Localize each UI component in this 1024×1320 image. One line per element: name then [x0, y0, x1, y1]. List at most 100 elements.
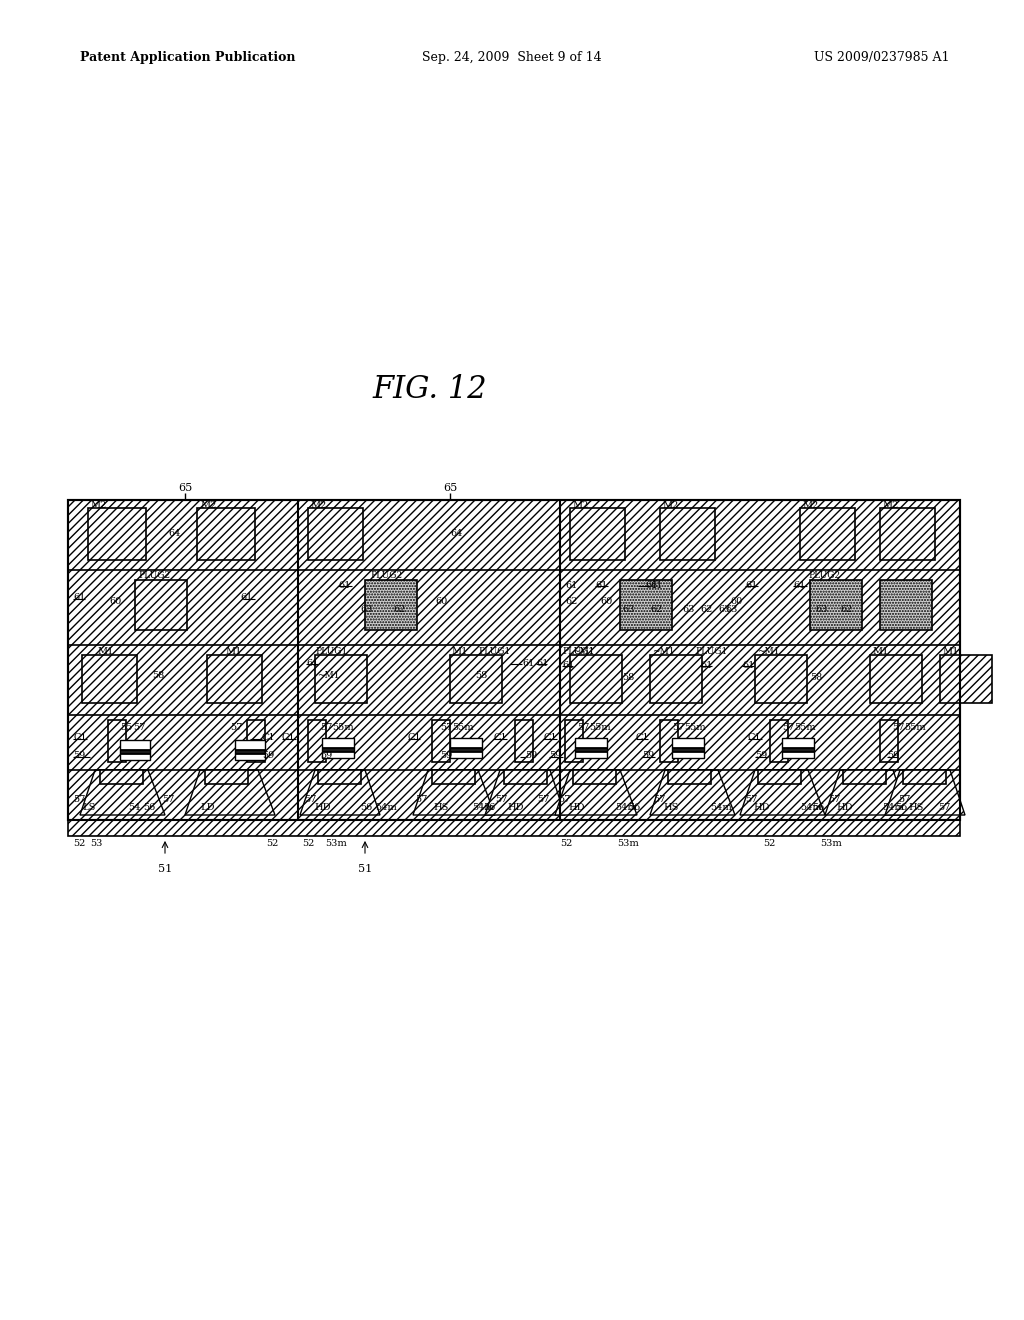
Text: 57: 57 — [133, 723, 145, 733]
Text: 60: 60 — [600, 598, 612, 606]
Bar — [650, 655, 702, 704]
Bar — [234, 741, 265, 760]
Text: M2: M2 — [572, 502, 589, 511]
Text: 52: 52 — [763, 840, 775, 847]
Text: 61: 61 — [338, 581, 350, 590]
Text: 65: 65 — [178, 483, 193, 492]
Text: 61: 61 — [745, 581, 758, 590]
Bar — [68, 820, 961, 836]
Text: 58: 58 — [475, 671, 487, 680]
Text: 53m: 53m — [325, 840, 347, 847]
Text: C1: C1 — [493, 734, 507, 742]
Bar — [318, 770, 361, 784]
Text: HD: HD — [314, 804, 331, 813]
Polygon shape — [300, 770, 380, 814]
Bar — [207, 655, 262, 704]
Text: 63: 63 — [622, 606, 635, 615]
Text: 60: 60 — [435, 598, 447, 606]
Text: C1: C1 — [748, 734, 762, 742]
Text: 57: 57 — [415, 796, 427, 804]
Text: 57: 57 — [892, 723, 904, 733]
Text: 59: 59 — [73, 751, 85, 760]
Text: 57: 57 — [319, 723, 333, 733]
Bar — [668, 770, 711, 784]
Bar — [315, 655, 367, 704]
Text: 54m: 54m — [710, 804, 732, 813]
Text: 54m: 54m — [882, 804, 904, 813]
Text: HD: HD — [568, 804, 585, 813]
Text: 54: 54 — [128, 804, 140, 813]
Bar — [573, 770, 616, 784]
Bar — [308, 719, 326, 762]
Text: 52: 52 — [302, 840, 314, 847]
Bar — [205, 770, 248, 784]
Bar — [100, 770, 143, 784]
Text: 55m: 55m — [332, 723, 353, 733]
Text: 61: 61 — [650, 581, 663, 590]
Text: 54m: 54m — [472, 804, 494, 813]
Bar — [197, 508, 255, 560]
Text: 61: 61 — [306, 659, 318, 668]
Text: 64: 64 — [450, 528, 463, 537]
Bar — [770, 719, 788, 762]
Text: M1: M1 — [225, 647, 242, 656]
Text: PLUG1: PLUG1 — [478, 647, 510, 656]
Text: 63: 63 — [360, 606, 373, 615]
Text: 59: 59 — [549, 751, 561, 760]
Text: 55: 55 — [120, 723, 132, 733]
Bar — [247, 719, 265, 762]
Text: 58: 58 — [152, 671, 164, 680]
Bar — [903, 770, 946, 784]
Bar — [620, 579, 672, 630]
Bar — [672, 738, 705, 758]
Text: 64: 64 — [168, 528, 180, 537]
Text: 62: 62 — [393, 606, 406, 615]
Polygon shape — [185, 770, 275, 814]
Text: PLUG2: PLUG2 — [370, 572, 402, 581]
Text: M2: M2 — [662, 502, 678, 511]
Text: C1: C1 — [636, 734, 649, 742]
Text: HD: HD — [836, 804, 853, 813]
Polygon shape — [555, 770, 637, 814]
Text: 63: 63 — [682, 606, 694, 615]
Bar — [940, 655, 992, 704]
Text: 59: 59 — [755, 751, 767, 760]
Text: 54m: 54m — [615, 804, 637, 813]
Text: 56: 56 — [483, 804, 496, 813]
Text: 53: 53 — [90, 840, 102, 847]
Text: M1: M1 — [97, 647, 114, 656]
Text: PLUG1: PLUG1 — [315, 647, 347, 656]
Text: 57: 57 — [537, 796, 549, 804]
Text: 58: 58 — [810, 672, 822, 681]
Text: 57: 57 — [672, 723, 684, 733]
Text: 61: 61 — [793, 581, 805, 590]
Text: 56: 56 — [895, 804, 907, 813]
Text: ~M1: ~M1 — [572, 647, 595, 656]
Text: Sep. 24, 2009  Sheet 9 of 14: Sep. 24, 2009 Sheet 9 of 14 — [422, 51, 602, 65]
Text: HS: HS — [433, 804, 449, 813]
Bar — [515, 719, 534, 762]
Text: FIG. 12: FIG. 12 — [373, 375, 487, 405]
Text: 55m: 55m — [589, 723, 610, 733]
Text: 51: 51 — [158, 865, 172, 874]
Bar — [432, 719, 450, 762]
Bar — [120, 741, 150, 760]
Text: 62: 62 — [565, 598, 578, 606]
Text: C1: C1 — [408, 734, 422, 742]
Text: 63: 63 — [815, 606, 827, 615]
Polygon shape — [413, 770, 495, 814]
Text: LS: LS — [82, 804, 95, 813]
Text: 61: 61 — [522, 659, 535, 668]
Text: 60: 60 — [730, 598, 742, 606]
Bar — [660, 719, 678, 762]
Text: 58: 58 — [622, 672, 634, 681]
Text: 61: 61 — [645, 581, 657, 590]
Text: 57: 57 — [304, 796, 316, 804]
Text: 57: 57 — [938, 804, 950, 813]
Text: 56: 56 — [628, 804, 640, 813]
Text: 61: 61 — [742, 660, 755, 669]
Text: M2: M2 — [90, 502, 106, 511]
Text: 57: 57 — [745, 796, 758, 804]
Text: LD: LD — [200, 804, 214, 813]
Text: 63: 63 — [718, 606, 730, 615]
